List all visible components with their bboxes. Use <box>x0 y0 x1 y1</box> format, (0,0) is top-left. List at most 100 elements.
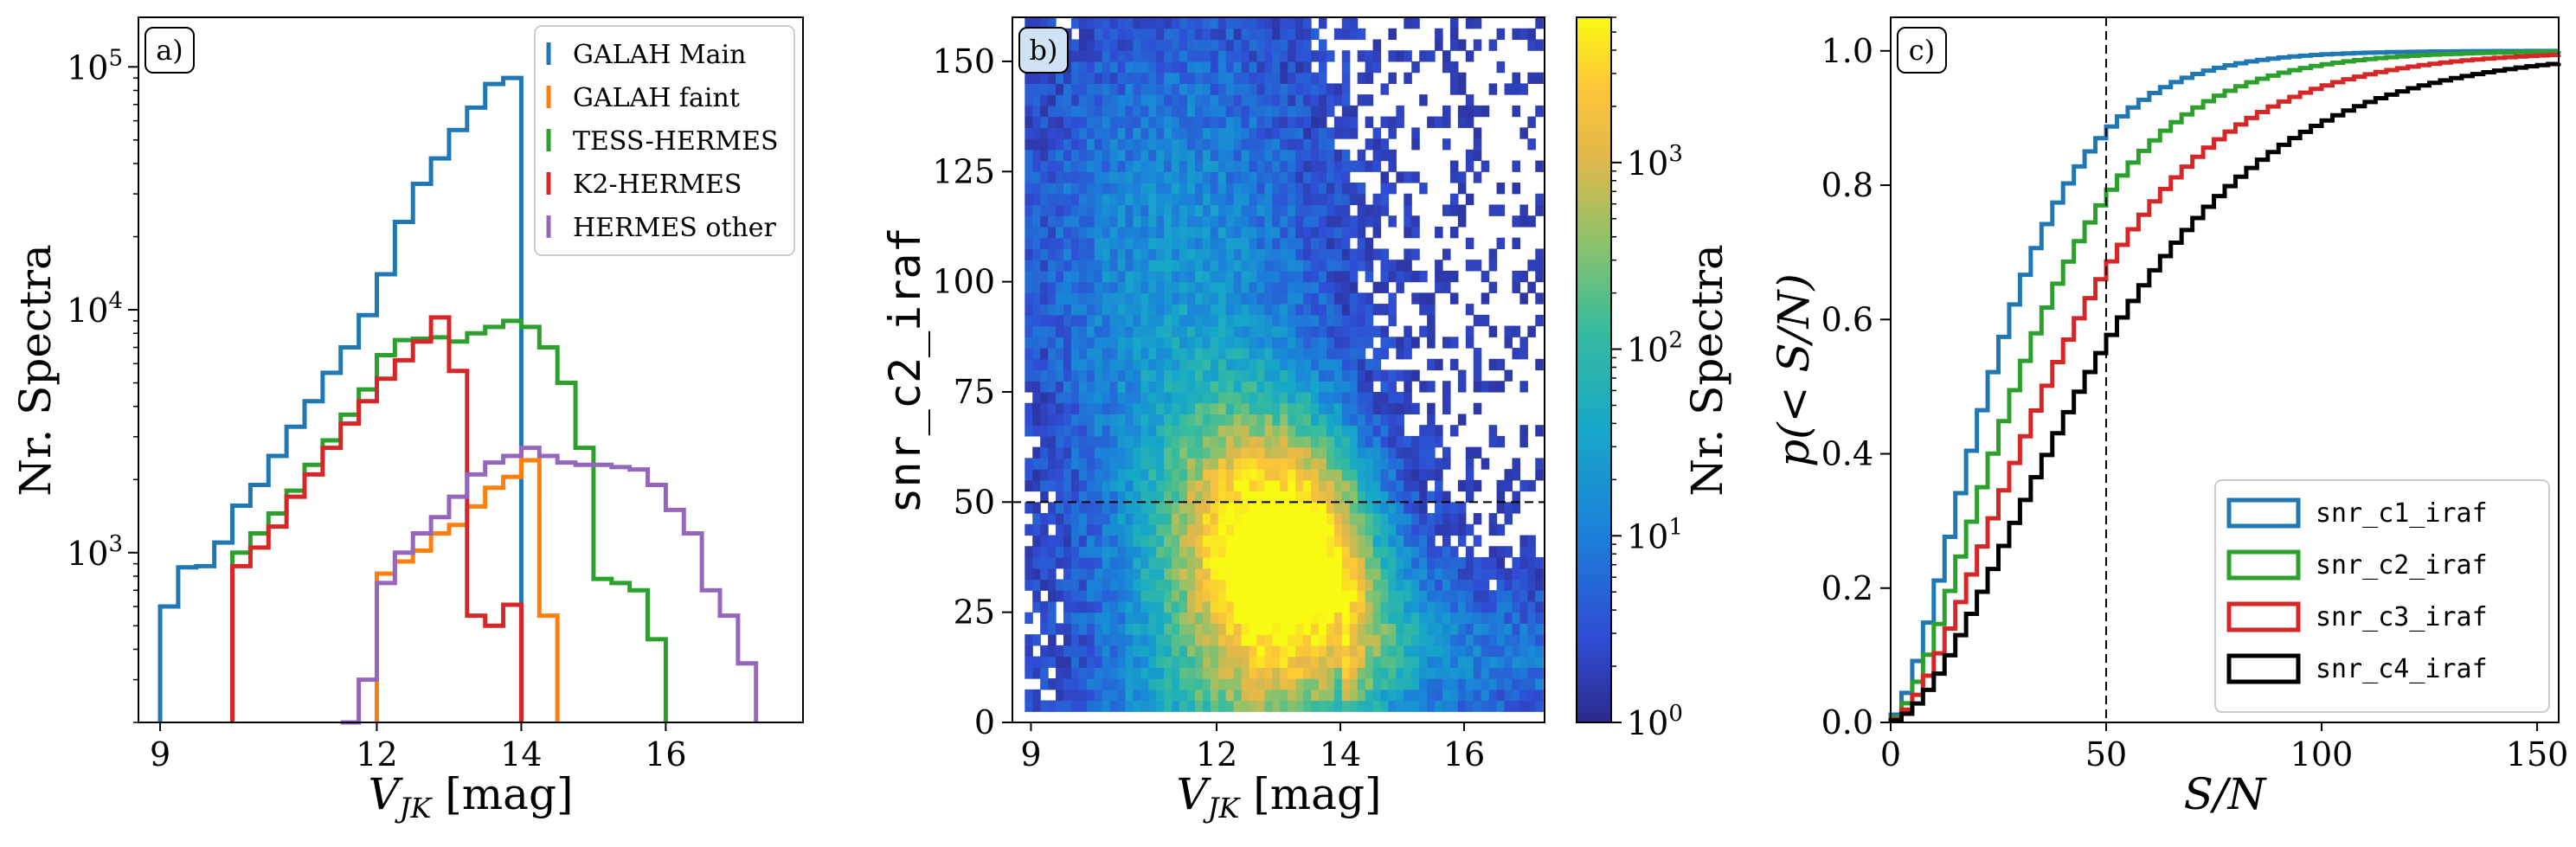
heatmap-cell <box>1318 204 1327 216</box>
heatmap-cell <box>1357 183 1366 195</box>
heatmap-cell <box>1256 369 1266 382</box>
panel-a-legend-entry: HERMES other <box>573 213 777 243</box>
heatmap-cell <box>1040 523 1049 536</box>
heatmap-cell <box>1063 535 1072 547</box>
heatmap-cell <box>1187 193 1196 206</box>
heatmap-cell <box>1280 105 1288 118</box>
heatmap-cell <box>1117 612 1127 624</box>
heatmap-cell <box>1256 183 1266 195</box>
heatmap-cell <box>1272 667 1281 679</box>
heatmap-cell <box>1372 446 1382 459</box>
heatmap-cell <box>1025 325 1033 337</box>
heatmap-cell <box>1109 600 1119 613</box>
heatmap-cell <box>1040 83 1049 95</box>
heatmap-cell <box>1056 667 1064 679</box>
heatmap-cell <box>1311 523 1320 536</box>
heatmap-cell <box>1241 50 1250 62</box>
heatmap-cell <box>1233 183 1243 195</box>
heatmap-cell <box>1295 215 1304 228</box>
heatmap-cell <box>1311 116 1320 128</box>
heatmap-cell <box>1117 94 1127 106</box>
heatmap-cell <box>1187 446 1196 459</box>
heatmap-cell <box>1125 579 1134 591</box>
heatmap-cell <box>1272 546 1281 558</box>
heatmap-cell <box>1249 446 1258 459</box>
heatmap-cell <box>1140 523 1149 536</box>
heatmap-cell <box>1326 623 1335 635</box>
heatmap-cell <box>1117 17 1127 29</box>
heatmap-cell <box>1125 248 1134 260</box>
heatmap-cell <box>1473 634 1482 646</box>
heatmap-cell <box>1264 425 1273 437</box>
heatmap-cell <box>1419 645 1428 658</box>
heatmap-cell <box>1032 667 1041 679</box>
heatmap-cell <box>1140 138 1149 151</box>
heatmap-cell <box>1179 314 1188 327</box>
heatmap-cell <box>1164 513 1172 525</box>
heatmap-cell <box>1357 325 1366 337</box>
heatmap-cell <box>1419 634 1428 646</box>
heatmap-cell <box>1040 568 1049 581</box>
heatmap-cell <box>1333 381 1343 393</box>
heatmap-cell <box>1217 61 1227 74</box>
heatmap-cell <box>1457 83 1467 95</box>
heatmap-cell <box>1249 204 1258 216</box>
heatmap-cell <box>1519 435 1528 448</box>
heatmap-cell <box>1233 337 1243 349</box>
heatmap-cell <box>1249 105 1258 118</box>
heatmap-cell <box>1210 237 1219 250</box>
heatmap-cell <box>1427 50 1436 62</box>
heatmap-cell <box>1194 248 1204 260</box>
heatmap-cell <box>1280 469 1288 481</box>
heatmap-cell <box>1396 469 1404 481</box>
heatmap-cell <box>1156 391 1165 404</box>
panel-a-series-k2-hermes <box>230 315 524 722</box>
heatmap-cell <box>1086 149 1095 162</box>
heatmap-cell <box>1341 612 1351 624</box>
heatmap-cell <box>1078 226 1088 239</box>
heatmap-cell <box>1117 248 1127 260</box>
heatmap-cell <box>1504 502 1513 514</box>
heatmap-cell <box>1488 689 1498 702</box>
heatmap-cell <box>1140 402 1149 415</box>
heatmap-cell <box>1527 138 1536 151</box>
heatmap-cell <box>1048 304 1057 316</box>
heatmap-cell <box>1148 325 1157 337</box>
heatmap-cell <box>1326 325 1335 337</box>
heatmap-cell <box>1133 535 1141 547</box>
heatmap-cell <box>1210 50 1219 62</box>
heatmap-cell <box>1465 612 1474 624</box>
heatmap-cell <box>1217 39 1227 51</box>
heatmap-cell <box>1380 381 1390 393</box>
heatmap-cell <box>1094 667 1103 679</box>
heatmap-cell <box>1217 314 1227 327</box>
heatmap-cell <box>1465 623 1474 635</box>
heatmap-cell <box>1512 105 1520 118</box>
heatmap-cell <box>1411 645 1420 658</box>
heatmap-cell <box>1272 17 1281 29</box>
heatmap-cell <box>1164 116 1172 128</box>
heatmap-cell <box>1140 700 1149 712</box>
heatmap-cell <box>1225 237 1235 250</box>
heatmap-cell <box>1457 700 1467 712</box>
heatmap-cell <box>1032 314 1041 327</box>
heatmap-cell <box>1179 72 1188 84</box>
heatmap-cell <box>1311 502 1320 514</box>
heatmap-cell <box>1241 94 1250 106</box>
heatmap-cell <box>1070 381 1080 393</box>
heatmap-cell <box>1249 292 1258 305</box>
heatmap-cell <box>1102 623 1111 635</box>
heatmap-cell <box>1048 623 1057 635</box>
heatmap-cell <box>1449 502 1459 514</box>
heatmap-cell <box>1109 645 1119 658</box>
heatmap-cell <box>1032 226 1041 239</box>
heatmap-cell <box>1465 193 1474 206</box>
heatmap-cell <box>1109 579 1119 591</box>
heatmap-cell <box>1280 248 1288 260</box>
heatmap-cell <box>1288 215 1296 228</box>
heatmap-cell <box>1172 325 1180 337</box>
panel-a-y-tick-label: 104 <box>67 288 123 330</box>
heatmap-cell <box>1442 568 1451 581</box>
heatmap-cell <box>1326 160 1335 172</box>
heatmap-cell <box>1040 72 1049 84</box>
